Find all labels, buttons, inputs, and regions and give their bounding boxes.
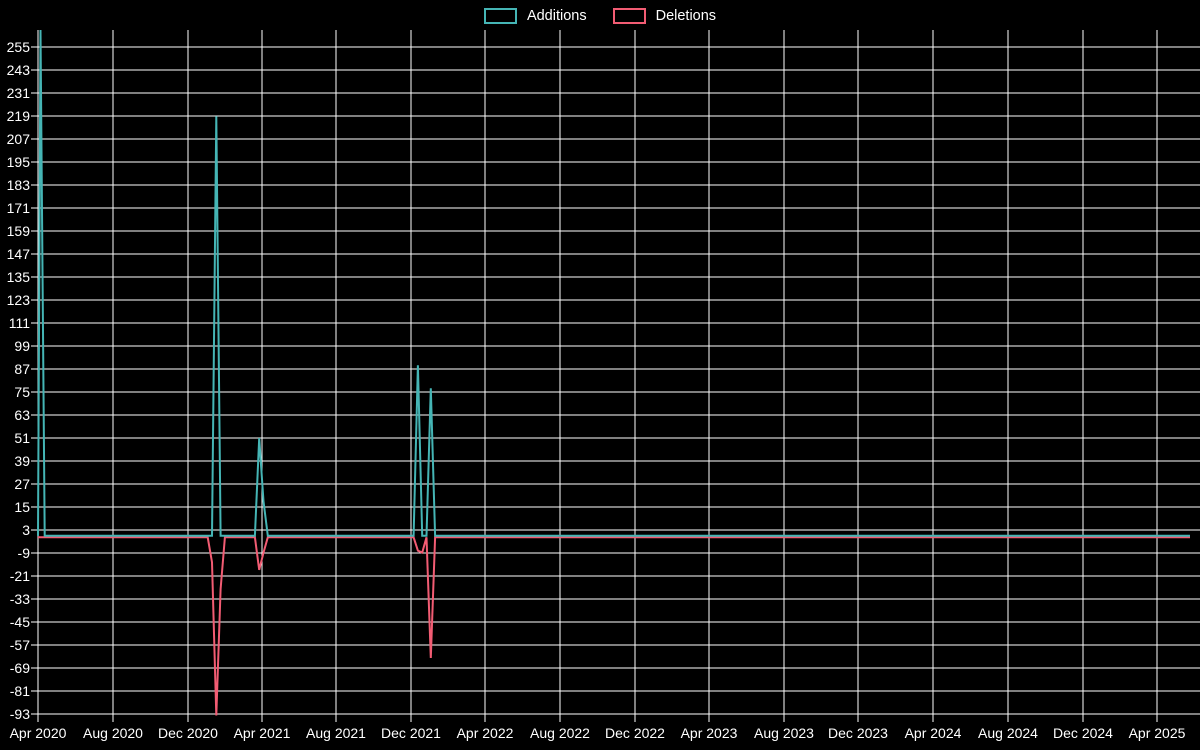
legend-item-deletions[interactable]: Deletions (612, 7, 717, 24)
y-tick-label: 219 (7, 108, 31, 124)
y-tick-label: 99 (14, 338, 30, 354)
deletions-line (38, 536, 1190, 716)
y-tick-label: -21 (10, 568, 30, 584)
chart-legend: Additions Deletions (0, 8, 1200, 24)
y-tick-label: 111 (9, 315, 30, 331)
deletions-swatch-icon (612, 8, 646, 24)
deletions-legend-label: Deletions (655, 7, 717, 24)
y-tick-label: 255 (7, 39, 31, 55)
horizontal-gridlines (31, 46, 1200, 715)
x-tick-label: Apr 2025 (1129, 725, 1186, 741)
y-tick-label: 147 (7, 246, 31, 262)
x-tick-label: Aug 2024 (978, 725, 1038, 741)
y-tick-label: 159 (7, 223, 31, 239)
y-tick-label: -33 (10, 591, 30, 607)
y-tick-label: 63 (14, 407, 30, 423)
y-tick-label: 123 (7, 292, 31, 308)
y-tick-label: 195 (7, 154, 31, 170)
y-tick-label: 87 (14, 361, 30, 377)
y-tick-label: 15 (14, 499, 30, 515)
y-tick-label: -93 (10, 706, 30, 722)
additions-swatch-icon (483, 8, 517, 24)
x-tick-label: Dec 2024 (1053, 725, 1113, 741)
legend-item-additions[interactable]: Additions (483, 7, 587, 24)
x-tick-label: Dec 2022 (605, 725, 665, 741)
additions-line (37, 29, 1190, 537)
y-tick-label: 171 (7, 200, 31, 216)
y-tick-label: 183 (7, 177, 31, 193)
y-tick-label: -45 (10, 614, 30, 630)
y-tick-label: -69 (10, 660, 30, 676)
x-tick-label: Aug 2020 (83, 725, 143, 741)
x-tick-label: Dec 2023 (828, 725, 888, 741)
y-tick-label: -81 (10, 683, 30, 699)
y-tick-label: 207 (7, 131, 31, 147)
x-tick-label: Aug 2022 (530, 725, 590, 741)
y-tick-label: 75 (14, 384, 30, 400)
vertical-gridlines (37, 30, 1158, 722)
y-tick-label: -9 (18, 545, 31, 561)
y-tick-label: 3 (22, 522, 30, 538)
additions-legend-label: Additions (526, 7, 587, 24)
y-tick-label: 27 (14, 476, 30, 492)
y-tick-label: 39 (14, 453, 30, 469)
x-tick-label: Dec 2021 (381, 725, 441, 741)
x-tick-label: Apr 2024 (905, 725, 962, 741)
y-tick-label: 243 (7, 62, 31, 78)
x-tick-label: Dec 2020 (158, 725, 218, 741)
x-tick-label: Apr 2023 (681, 725, 738, 741)
x-tick-label: Apr 2021 (234, 725, 291, 741)
x-tick-label: Aug 2023 (754, 725, 814, 741)
y-tick-label: 51 (14, 430, 30, 446)
x-axis-tick-labels: Apr 2020 Aug 2020 Dec 2020 Apr 2021 Aug 2021… (10, 725, 1186, 741)
y-axis-tick-labels: 255 243 231 219 207 195 183 171 159 147 135 123 111 9… (7, 39, 31, 722)
x-tick-label: Aug 2021 (306, 725, 366, 741)
y-tick-label: 231 (7, 85, 31, 101)
x-tick-label: Apr 2022 (457, 725, 514, 741)
y-tick-label: 135 (7, 269, 31, 285)
x-tick-label: Apr 2020 (10, 725, 67, 741)
y-tick-label: -57 (10, 637, 30, 653)
